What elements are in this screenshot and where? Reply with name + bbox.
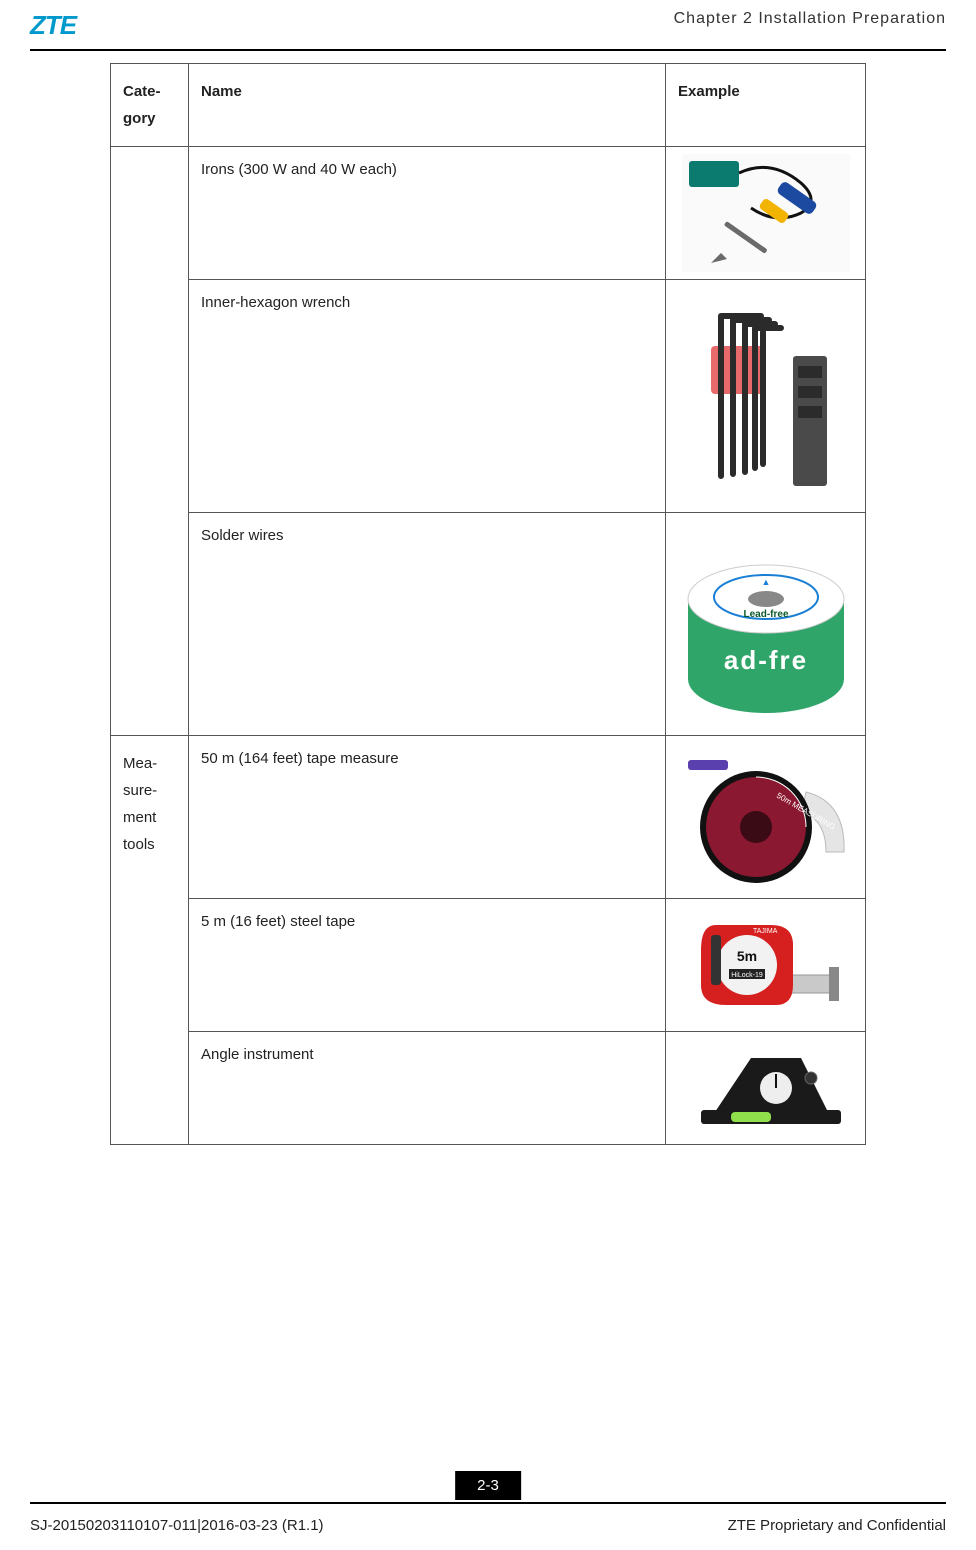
page-number: 2-3 — [455, 1471, 521, 1500]
col-example: Example — [666, 64, 866, 147]
example-cell: ▲ Lead-free ad-fre — [666, 513, 866, 736]
name-cell: Inner-hexagon wrench — [189, 280, 666, 513]
example-cell — [666, 1032, 866, 1145]
svg-text:▲: ▲ — [761, 577, 770, 587]
page-footer: SJ-20150203110107-011|2016-03-23 (R1.1) … — [30, 1517, 946, 1534]
example-cell: 50m MEASURING — [666, 736, 866, 899]
footer-rule — [30, 1502, 946, 1504]
category-cell: Mea-sure-menttools — [111, 736, 189, 1145]
example-cell: 5m HiLock-19 TAJIMA — [666, 899, 866, 1032]
tape-measure-50m-icon: 50m MEASURING — [676, 742, 856, 892]
name-cell: Angle instrument — [189, 1032, 666, 1145]
svg-text:5m: 5m — [736, 948, 756, 964]
name-cell: 50 m (164 feet) tape measure — [189, 736, 666, 899]
col-category: Cate-gory — [111, 64, 189, 147]
footer-doc-id: SJ-20150203110107-011|2016-03-23 (R1.1) — [30, 1517, 324, 1534]
tools-table-container: Cate-gory Name Example Irons (300 W and … — [30, 51, 946, 1145]
example-cell — [666, 280, 866, 513]
table-row: Irons (300 W and 40 W each) — [111, 147, 866, 280]
solder-spool-icon: ▲ Lead-free ad-fre — [676, 519, 856, 729]
table-row: 5 m (16 feet) steel tape 5m HiLock-19 TA… — [111, 899, 866, 1032]
name-cell: Irons (300 W and 40 W each) — [189, 147, 666, 280]
hex-wrench-icon — [681, 286, 851, 506]
col-name: Name — [189, 64, 666, 147]
name-cell: Solder wires — [189, 513, 666, 736]
table-header-row: Cate-gory Name Example — [111, 64, 866, 147]
page-header: ZTE Chapter 2 Installation Preparation — [30, 0, 946, 51]
steel-tape-5m-icon: 5m HiLock-19 TAJIMA — [681, 905, 851, 1025]
name-cell: 5 m (16 feet) steel tape — [189, 899, 666, 1032]
angle-instrument-icon — [681, 1038, 851, 1138]
svg-text:HiLock-19: HiLock-19 — [731, 972, 763, 979]
svg-text:TAJIMA: TAJIMA — [753, 928, 778, 935]
soldering-iron-icon — [681, 153, 851, 273]
example-cell — [666, 147, 866, 280]
footer-confidential: ZTE Proprietary and Confidential — [728, 1517, 946, 1534]
chapter-title: Chapter 2 Installation Preparation — [674, 10, 946, 28]
tools-table: Cate-gory Name Example Irons (300 W and … — [110, 63, 866, 1145]
table-row: Solder wires ▲ Lead-free ad-fre — [111, 513, 866, 736]
category-cell — [111, 147, 189, 736]
svg-text:ad-fre: ad-fre — [723, 645, 807, 675]
zte-logo: ZTE — [30, 10, 76, 41]
svg-text:Lead-free: Lead-free — [743, 609, 788, 620]
table-row: Inner-hexagon wrench — [111, 280, 866, 513]
table-row: Mea-sure-menttools 50 m (164 feet) tape … — [111, 736, 866, 899]
table-row: Angle instrument — [111, 1032, 866, 1145]
